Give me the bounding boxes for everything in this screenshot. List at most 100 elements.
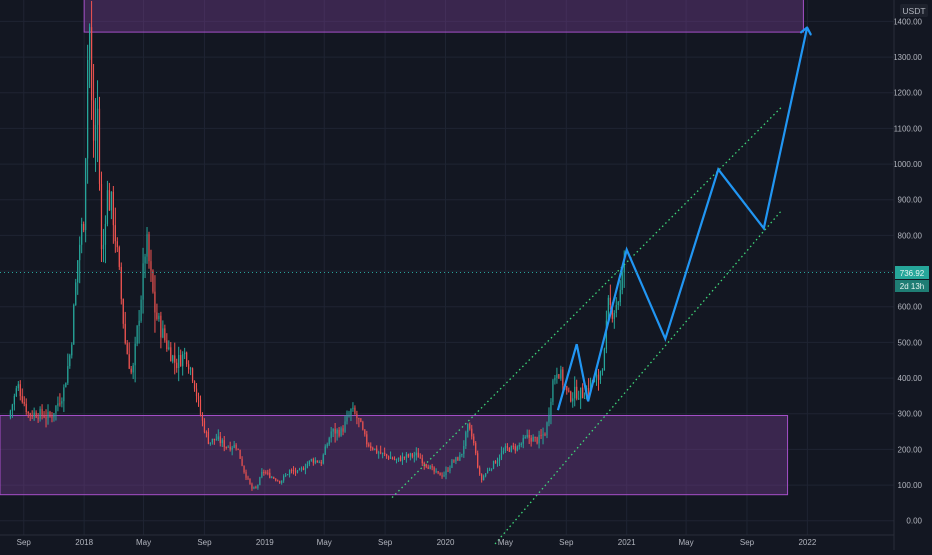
candle-down <box>609 297 611 306</box>
resistance-zone[interactable] <box>83 0 804 33</box>
candle-up <box>65 382 67 388</box>
y-tick-label: 0.00 <box>906 517 922 526</box>
candle-up <box>110 191 112 211</box>
candle-down <box>316 460 318 463</box>
candles <box>9 0 625 491</box>
candle-down <box>473 436 475 444</box>
candle-down <box>160 315 162 338</box>
candle-up <box>106 190 109 224</box>
candle-down <box>279 480 281 483</box>
candle-down <box>356 413 358 419</box>
candle-up <box>33 412 35 417</box>
candle-down <box>205 431 208 433</box>
support-zone[interactable] <box>0 415 789 496</box>
candle-down <box>128 354 130 369</box>
candle-down <box>385 454 388 457</box>
candle-up <box>526 434 528 438</box>
candle-up <box>261 471 263 478</box>
candle-up <box>556 374 558 378</box>
candle-down <box>203 420 206 432</box>
candle-down <box>225 446 227 448</box>
candle-down <box>338 429 340 436</box>
candle-down <box>334 428 336 434</box>
candle-up <box>39 408 41 419</box>
candle-up <box>613 312 615 319</box>
candle-down <box>243 465 245 473</box>
y-tick-label: 1100.00 <box>894 124 923 133</box>
candle-up <box>11 404 13 411</box>
candle-up <box>451 460 453 468</box>
candle-up <box>328 438 330 445</box>
candle-up <box>182 354 184 367</box>
candle-up <box>55 405 57 414</box>
candle-down <box>417 452 419 458</box>
y-tick-label: 1300.00 <box>893 53 922 62</box>
candle-up <box>158 315 160 319</box>
candle-up <box>601 370 604 372</box>
candle-down <box>19 384 21 397</box>
candle-down <box>59 403 61 405</box>
candle-up <box>429 466 431 469</box>
candle-down <box>437 471 439 473</box>
candle-down <box>372 448 374 450</box>
candle-down <box>508 447 510 452</box>
last-price-tag: 736.92 2d 13h <box>0 266 929 292</box>
candle-down <box>407 454 410 457</box>
candle-down <box>514 446 516 451</box>
candle-down <box>368 444 370 447</box>
y-tick-label: 800.00 <box>898 231 923 240</box>
candle-down <box>176 362 178 368</box>
candle-down <box>427 466 429 469</box>
candle-up <box>209 442 211 444</box>
candle-down <box>21 396 23 403</box>
candle-up <box>496 460 499 464</box>
candle-up <box>409 453 411 457</box>
candle-down <box>544 434 546 436</box>
candle-up <box>71 344 73 356</box>
channel-lower-line[interactable] <box>494 210 783 545</box>
y-tick-label: 100.00 <box>898 481 923 490</box>
candle-up <box>504 446 507 451</box>
candle-up <box>542 434 544 436</box>
candle-up <box>134 343 136 366</box>
candle-up <box>9 410 12 418</box>
candle-up <box>63 387 65 402</box>
candle-up <box>96 108 99 125</box>
x-tick-label: Sep <box>740 538 755 547</box>
candle-up <box>405 454 408 458</box>
candle-up <box>595 374 598 378</box>
candle-down <box>199 399 202 416</box>
currency-badge[interactable]: USDT <box>900 4 928 17</box>
candle-up <box>484 473 487 477</box>
candle-up <box>304 467 307 470</box>
candle-down <box>433 467 435 472</box>
candle-down <box>391 457 394 460</box>
candle-up <box>75 282 77 305</box>
candle-up <box>138 320 140 326</box>
candle-up <box>326 444 328 447</box>
candle-up <box>413 455 415 457</box>
candle-up <box>401 456 404 462</box>
x-tick-label: Sep <box>17 538 32 547</box>
y-tick-label: 600.00 <box>898 303 923 312</box>
candle-up <box>578 398 580 400</box>
candle-down <box>479 467 481 475</box>
candle-up <box>77 260 79 283</box>
projection-path[interactable] <box>556 29 807 411</box>
candle-down <box>275 478 277 481</box>
y-tick-label: 900.00 <box>898 196 923 205</box>
candle-down <box>31 415 33 417</box>
candle-up <box>67 366 69 383</box>
candle-down <box>312 459 314 463</box>
candle-up <box>286 474 289 476</box>
candle-down <box>83 224 85 231</box>
candle-down <box>387 456 390 459</box>
candle-down <box>92 100 95 141</box>
candle-up <box>87 59 89 159</box>
candle-up <box>306 464 309 468</box>
candle-down <box>611 305 613 319</box>
candle-down <box>441 475 443 477</box>
candle-down <box>35 412 37 418</box>
